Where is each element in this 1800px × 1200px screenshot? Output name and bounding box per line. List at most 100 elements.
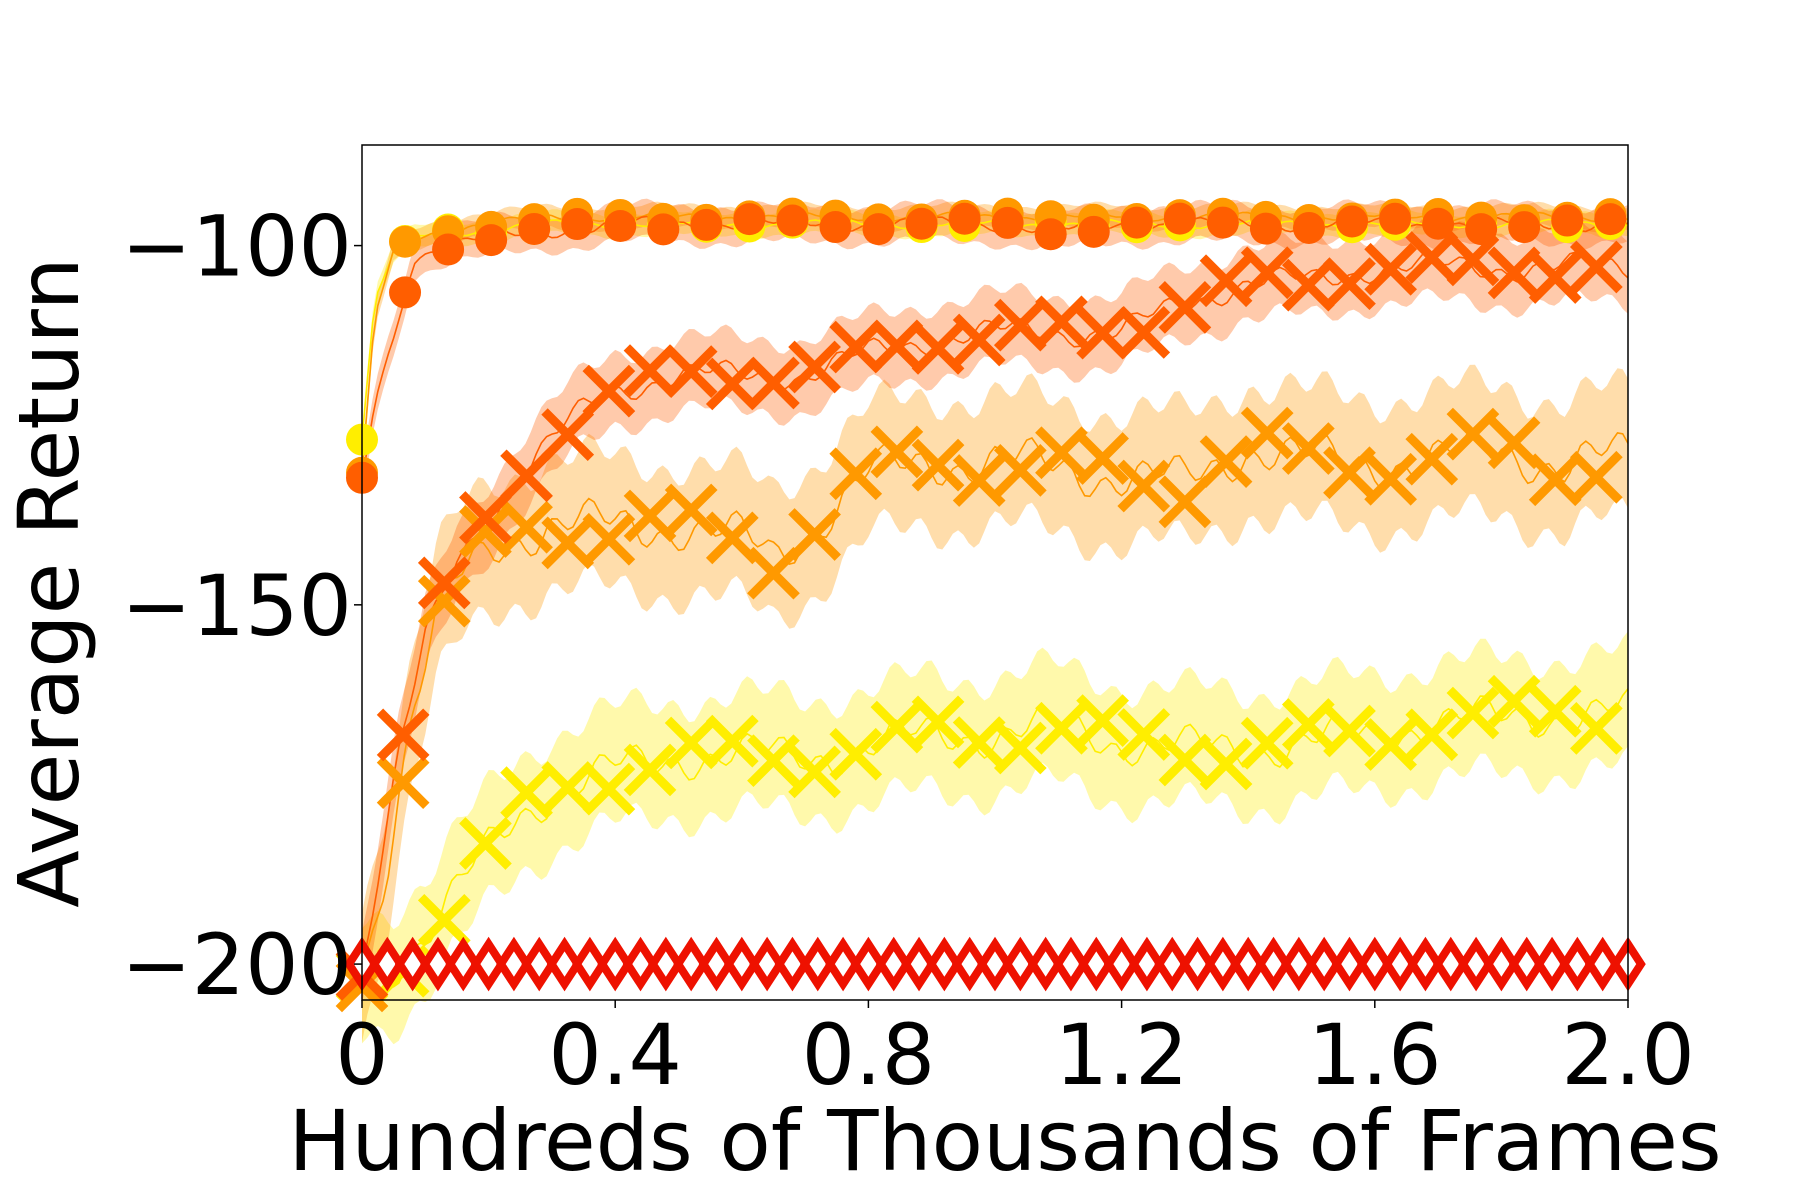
series-4-point-15 [911, 695, 965, 749]
series-7-point-7 [496, 936, 532, 992]
series-3-point-15 [948, 202, 981, 235]
series-7-point-38 [1281, 936, 1317, 992]
series-6-point-4 [459, 491, 512, 544]
series-4-point-6 [541, 761, 595, 814]
series-4-point-28 [1446, 686, 1500, 740]
series-5-point-11 [747, 546, 800, 600]
series-7-point-25 [951, 936, 988, 992]
series-6-point-20 [1117, 306, 1171, 359]
series-7-point-30 [1078, 936, 1115, 992]
series-4-point-13 [829, 727, 883, 781]
series-4-point-26 [1364, 718, 1417, 771]
series-7-point-44 [1432, 936, 1469, 992]
series-6-point-19 [1076, 306, 1129, 360]
series-6-point-16 [952, 313, 1006, 367]
series-4-point-24 [1281, 698, 1335, 751]
series-4-point-17 [993, 721, 1047, 775]
series-3-point-28 [1508, 211, 1541, 244]
series-7-point-36 [1230, 936, 1266, 992]
series-2-point-2 [389, 225, 422, 258]
series-6-point-18 [1035, 295, 1088, 349]
series-3-point-14 [905, 207, 938, 240]
y-tick-label-3: −100 [121, 198, 352, 296]
series-5-point-19 [1076, 432, 1129, 485]
series-7-point-9 [546, 936, 583, 992]
series-5-point-13 [829, 447, 883, 501]
series-3-point-22 [1249, 212, 1282, 245]
series-3-point-2 [389, 276, 422, 309]
series-4-point-22 [1199, 737, 1253, 791]
x-tick-label-5: 1.6 [1308, 1006, 1442, 1104]
series-6-point-22 [1199, 254, 1253, 308]
series-3-point-24 [1336, 205, 1369, 238]
series-6-point-5 [500, 449, 553, 503]
series-7-point-23 [901, 936, 937, 992]
series-5-band [362, 364, 1628, 1043]
series-6-point-12 [788, 340, 841, 394]
series-7-point-39 [1306, 936, 1342, 992]
series-4-point-31 [1569, 702, 1623, 755]
series-4-point-20 [1117, 708, 1171, 761]
series-7-point-42 [1382, 936, 1418, 992]
series-7-point-6 [470, 936, 507, 992]
series-7-point-22 [875, 936, 912, 992]
x-tick-label-6: 2.0 [1561, 1006, 1695, 1104]
series-7-point-48 [1534, 936, 1570, 992]
series-5-point-15 [911, 438, 965, 492]
series-6-band [362, 216, 1628, 1004]
series-6-point-17 [993, 298, 1047, 352]
series-5-point-7 [582, 512, 636, 566]
series-5-point-24 [1281, 422, 1335, 475]
series-4-point-19 [1076, 694, 1129, 747]
series-5-point-20 [1117, 459, 1171, 513]
series-3-point-6 [561, 208, 594, 241]
series-7-point-35 [1205, 936, 1241, 992]
series-4-point-18 [1035, 701, 1088, 755]
series-7-point-20 [825, 936, 861, 992]
series-6-point-31 [1569, 240, 1623, 294]
series-7-point-8 [521, 936, 558, 992]
series-3-point-23 [1292, 211, 1325, 244]
series-3-point-27 [1465, 213, 1498, 246]
series-7-point-32 [1129, 936, 1165, 992]
series-6-point-24 [1281, 258, 1335, 312]
series-6-point-7 [582, 364, 636, 418]
series-4-point-3 [417, 893, 471, 947]
series-7-point-43 [1407, 936, 1444, 992]
series-6-point-27 [1405, 231, 1459, 284]
series-7-point-18 [774, 936, 811, 992]
series-markers [335, 197, 1646, 1013]
series-6-point-21 [1158, 281, 1212, 334]
series-3-point-4 [475, 224, 508, 257]
series-4-point-29 [1487, 674, 1541, 728]
series-4-point-12 [788, 745, 841, 799]
series-5-point-18 [1035, 426, 1088, 480]
series-5-point-8 [623, 489, 677, 543]
series-3-point-7 [604, 210, 637, 243]
series-3-point-17 [1034, 218, 1067, 251]
series-3-point-9 [690, 208, 723, 241]
series-3-point-3 [432, 233, 465, 266]
plot-frame [361, 144, 1629, 1001]
series-5-point-31 [1569, 450, 1623, 504]
series-7-point-33 [1154, 936, 1191, 992]
series-5-point-14 [870, 425, 924, 479]
series-5-point-16 [952, 454, 1006, 507]
y-tick-label-2: −150 [121, 557, 352, 655]
series-4-point-30 [1528, 684, 1582, 738]
series-7-point-31 [1103, 936, 1140, 992]
series-5-point-25 [1323, 446, 1376, 500]
series-7-point-47 [1508, 936, 1545, 992]
series-7-point-41 [1357, 936, 1393, 992]
series-3-point-30 [1594, 203, 1627, 236]
series-5-point-30 [1528, 453, 1582, 507]
series-7-point-34 [1179, 936, 1216, 992]
series-6-point-30 [1528, 251, 1582, 304]
series-5-point-28 [1446, 407, 1500, 461]
series-4-point-25 [1323, 704, 1376, 758]
series-3-point-20 [1163, 202, 1196, 235]
series-5-point-12 [788, 508, 841, 561]
series-3-point-19 [1120, 206, 1153, 239]
series-6-point-9 [664, 345, 718, 399]
